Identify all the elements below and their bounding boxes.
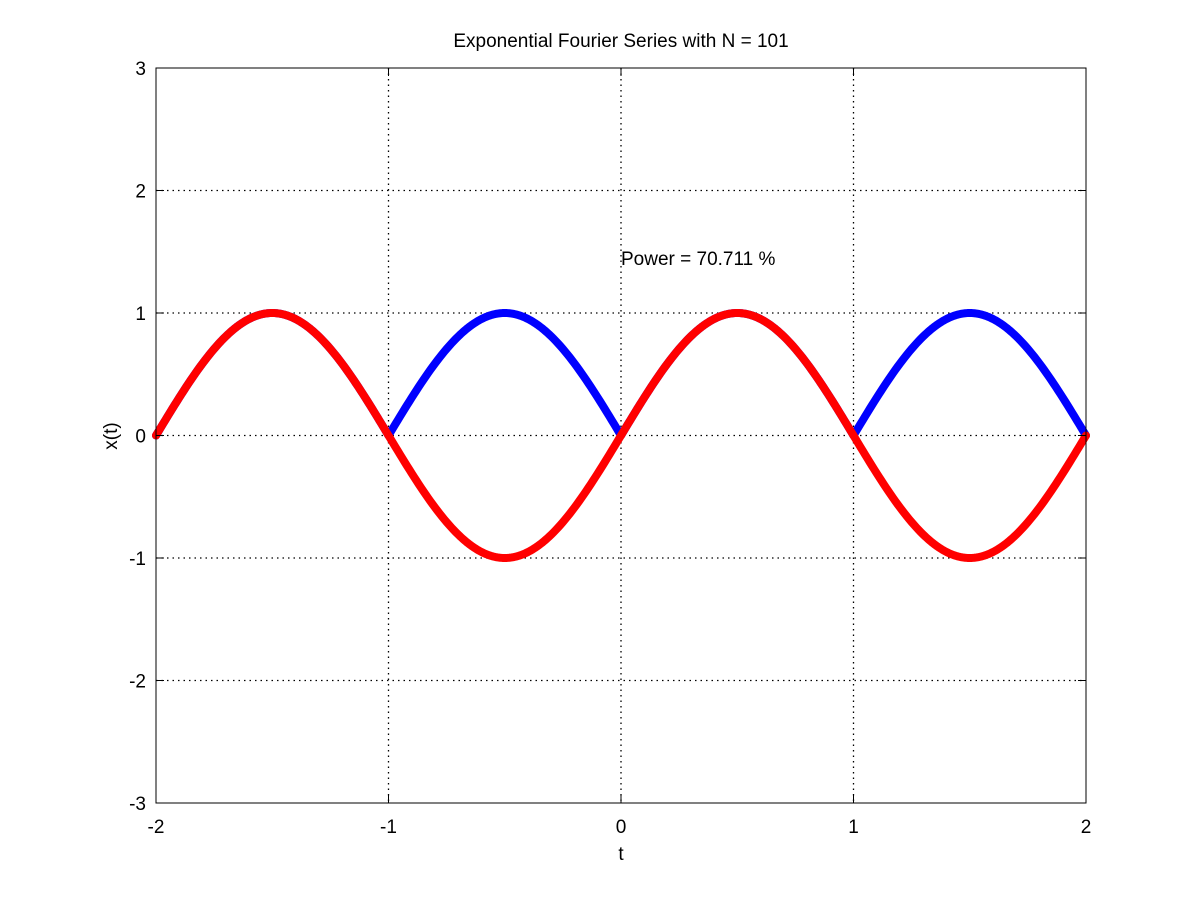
- x-tick-label: 1: [848, 817, 859, 838]
- chart-title: Exponential Fourier Series with N = 101: [453, 31, 788, 52]
- x-tick-label: -1: [380, 817, 397, 838]
- x-tick-labels: -2 -1 0 1 2: [148, 817, 1092, 838]
- series-line-2: [152, 309, 1090, 562]
- x-tick-label: -2: [148, 817, 165, 838]
- y-tick-label: 3: [135, 59, 146, 80]
- x-axis-label: t: [618, 844, 624, 865]
- series-layer: [152, 309, 1090, 562]
- x-tick-label: 0: [616, 817, 627, 838]
- y-axis-label: x(t): [101, 422, 122, 449]
- y-tick-label: -3: [129, 794, 146, 815]
- y-tick-label: -2: [129, 672, 146, 693]
- power-annotation: Power = 70.711 %: [621, 249, 775, 270]
- y-tick-label: 0: [135, 427, 146, 448]
- y-tick-label: 1: [135, 304, 146, 325]
- x-tick-label: 2: [1081, 817, 1092, 838]
- grid-layer: [156, 68, 1086, 803]
- y-tick-label: 2: [135, 182, 146, 203]
- y-tick-label: -1: [129, 549, 146, 570]
- tick-layer: [155, 67, 1087, 804]
- y-tick-labels: -3 -2 -1 0 1 2 3: [129, 59, 146, 815]
